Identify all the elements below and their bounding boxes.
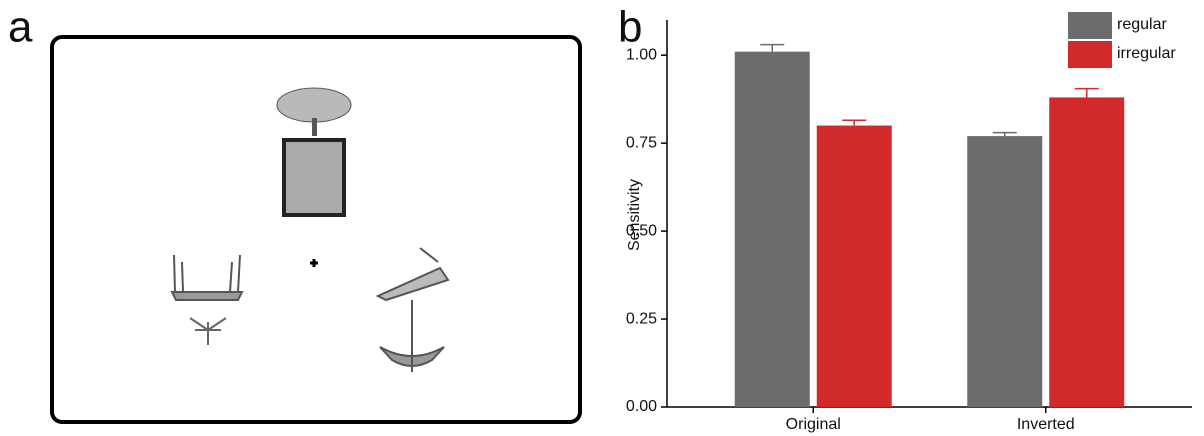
legend-swatch <box>1068 12 1112 39</box>
sink-icon <box>312 118 317 136</box>
x-tick-label: Original <box>786 416 841 433</box>
error-bar <box>760 43 785 52</box>
error-bar <box>1074 87 1099 98</box>
y-tick-label: 0.25 <box>626 310 657 327</box>
y-axis-label: Sensitivity <box>626 179 643 251</box>
error-bar <box>992 131 1017 137</box>
bar <box>967 136 1043 407</box>
panel-label: a <box>8 3 33 52</box>
legend-label: irregular <box>1117 45 1176 62</box>
x-tick-label: Inverted <box>1017 416 1075 433</box>
y-tick-label: 0.75 <box>626 134 657 151</box>
legend-label: regular <box>1117 16 1167 33</box>
bar <box>734 51 810 407</box>
bar <box>1049 97 1125 408</box>
sink-icon <box>276 87 352 123</box>
chair-icon <box>375 247 450 302</box>
stimulus-display <box>50 35 582 424</box>
error-bar <box>842 119 867 126</box>
y-tick-label: 0.50 <box>626 222 657 239</box>
y-tick-label: 0.00 <box>626 398 657 415</box>
fan-icon <box>189 317 227 345</box>
screen-frame <box>50 35 582 424</box>
router-icon <box>170 254 244 301</box>
mirror-icon <box>282 138 346 217</box>
bar <box>816 125 892 407</box>
umbrella-icon <box>379 300 445 372</box>
panel-label: b <box>618 3 642 52</box>
legend-swatch <box>1068 41 1112 68</box>
y-tick-label: 1.00 <box>626 46 657 63</box>
